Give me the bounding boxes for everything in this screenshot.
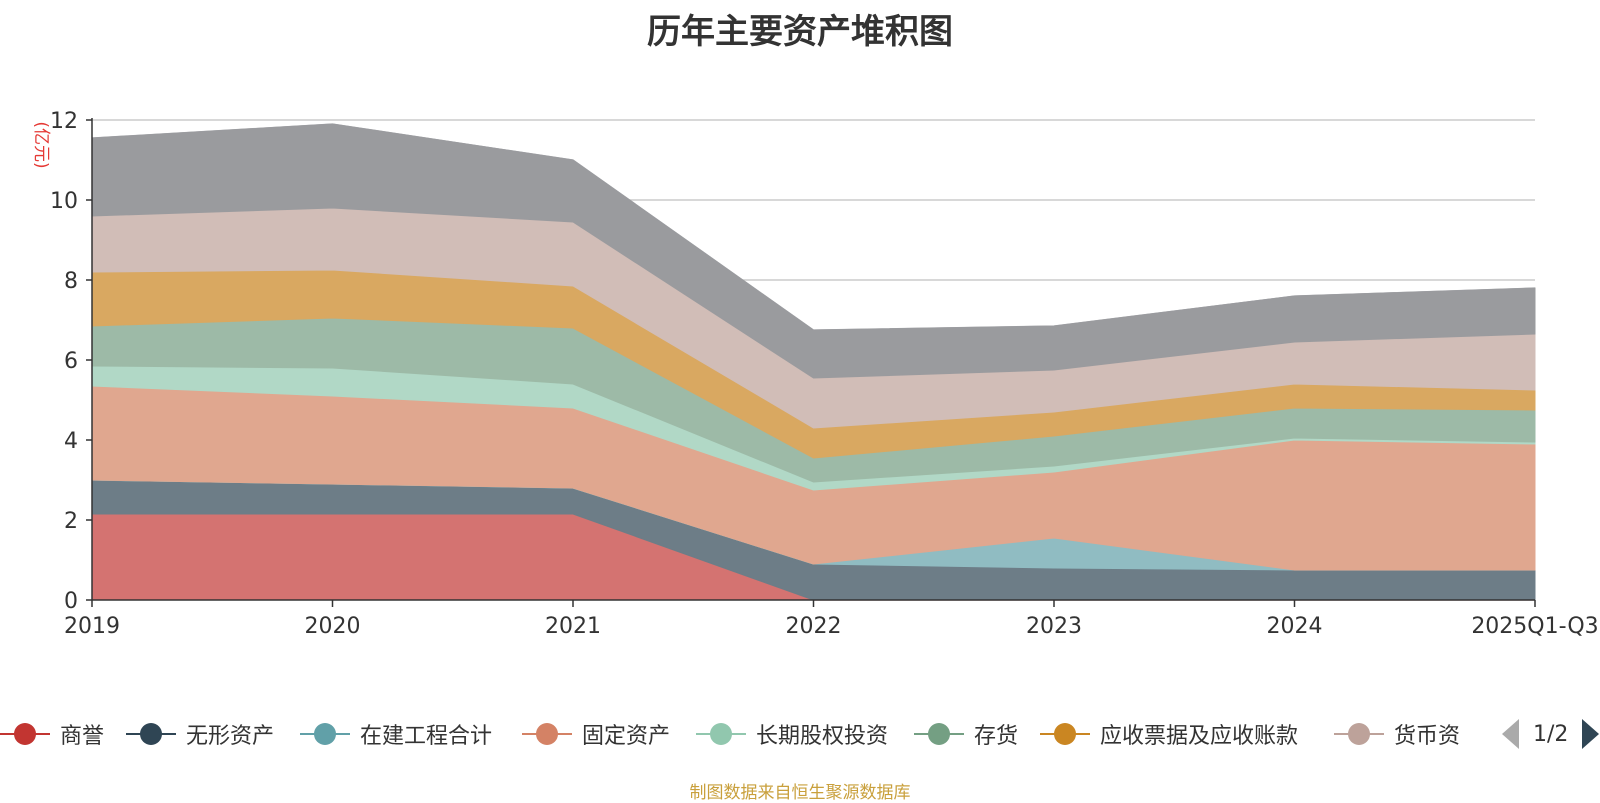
legend-marker-icon (914, 721, 964, 747)
legend-label: 在建工程合计 (360, 724, 493, 749)
legend-page-indicator: 1/2 (1533, 721, 1569, 747)
x-tick-label: 2021 (545, 614, 601, 639)
legend-item-receivables[interactable]: 应收票据及应收账款 (1040, 714, 1298, 754)
legend-label: 长期股权投资 (756, 724, 889, 749)
legend-label: 商誉 (60, 724, 105, 749)
y-tick-label: 0 (64, 589, 78, 614)
y-tick-label: 2 (64, 509, 78, 534)
legend-marker-icon (1334, 721, 1384, 747)
legend-item-intangible-assets[interactable]: 无形资产 (126, 714, 274, 754)
legend-item-construction[interactable]: 在建工程合计 (300, 714, 492, 754)
x-tick-label: 2024 (1267, 614, 1323, 639)
y-tick-label: 6 (64, 349, 78, 374)
y-tick-label: 4 (64, 429, 78, 454)
legend-item-equity-investment[interactable]: 长期股权投资 (696, 714, 888, 754)
y-tick-label: 10 (50, 189, 78, 214)
stacked-area-chart: 0 2 4 6 8 10 12 2019 2020 2021 2022 2023 2024 2025Q1-… (31, 109, 1599, 639)
legend-marker-icon (696, 721, 746, 747)
legend-marker-icon (522, 721, 572, 747)
data-source-note: 制图数据来自恒生聚源数据库 (689, 783, 911, 803)
legend-item-fixed-assets[interactable]: 固定资产 (522, 714, 670, 754)
legend-label: 固定资产 (582, 724, 671, 749)
legend-marker-icon (126, 721, 176, 747)
legend: 商誉 无形资产 在建工程合计 固定资产 长期股权投资 存货 应收票据及应收账款 … (0, 714, 1600, 754)
x-tick-label: 2019 (64, 614, 120, 639)
axes: 0 2 4 6 8 10 12 2019 2020 2021 2022 2023 2024 2025Q1-… (50, 109, 1599, 639)
legend-pager: 1/2 (1502, 714, 1600, 754)
chevron-right-icon[interactable] (1582, 719, 1600, 749)
legend-label: 货币资 (1394, 724, 1461, 749)
x-tick-label: 2025Q1-Q3 (1471, 614, 1598, 639)
y-tick-label: 12 (50, 109, 78, 134)
legend-marker-icon (1040, 721, 1090, 747)
legend-marker-icon (300, 721, 350, 747)
area-series (91, 123, 1536, 601)
x-tick-label: 2023 (1026, 614, 1082, 639)
x-tick-label: 2022 (786, 614, 842, 639)
chevron-left-icon[interactable] (1502, 719, 1519, 749)
legend-label: 存货 (974, 724, 1019, 749)
y-axis-label: (亿元) (31, 121, 51, 168)
chart-title: 历年主要资产堆积图 (647, 12, 953, 52)
legend-item-cash[interactable]: 货币资 (1334, 714, 1460, 754)
x-tick-label: 2020 (305, 614, 361, 639)
legend-label: 应收票据及应收账款 (1100, 724, 1299, 749)
y-tick-label: 8 (64, 269, 78, 294)
legend-item-inventory[interactable]: 存货 (914, 714, 1018, 754)
legend-item-goodwill[interactable]: 商誉 (0, 714, 104, 754)
legend-marker-icon (0, 721, 50, 747)
legend-label: 无形资产 (186, 724, 275, 749)
area-edge-其他 (91, 123, 1536, 331)
